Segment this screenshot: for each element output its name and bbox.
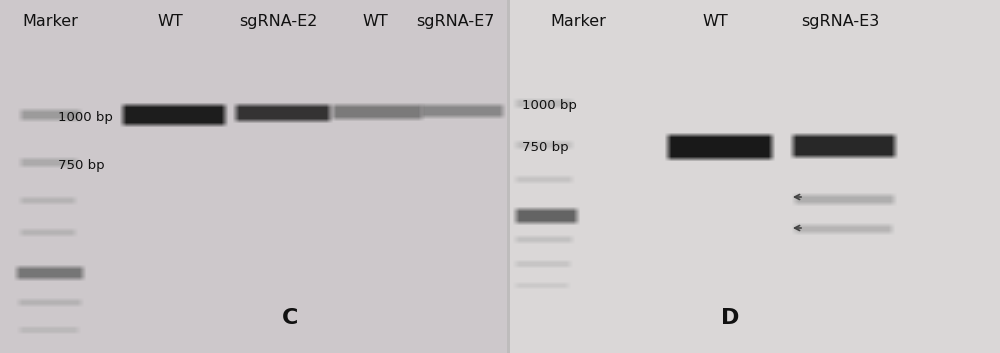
Text: sgRNA-E3: sgRNA-E3 (801, 14, 879, 29)
Text: D: D (721, 308, 739, 328)
Text: Marker: Marker (550, 14, 606, 29)
Text: WT: WT (157, 14, 183, 29)
Text: Marker: Marker (22, 14, 78, 29)
Text: sgRNA-E7: sgRNA-E7 (416, 14, 494, 29)
Text: 750 bp: 750 bp (522, 142, 569, 155)
Text: C: C (282, 308, 298, 328)
Text: sgRNA-E2: sgRNA-E2 (239, 14, 317, 29)
Text: 1000 bp: 1000 bp (58, 110, 113, 124)
Text: 750 bp: 750 bp (58, 158, 105, 172)
Text: WT: WT (362, 14, 388, 29)
Text: 1000 bp: 1000 bp (522, 98, 577, 112)
Text: WT: WT (702, 14, 728, 29)
